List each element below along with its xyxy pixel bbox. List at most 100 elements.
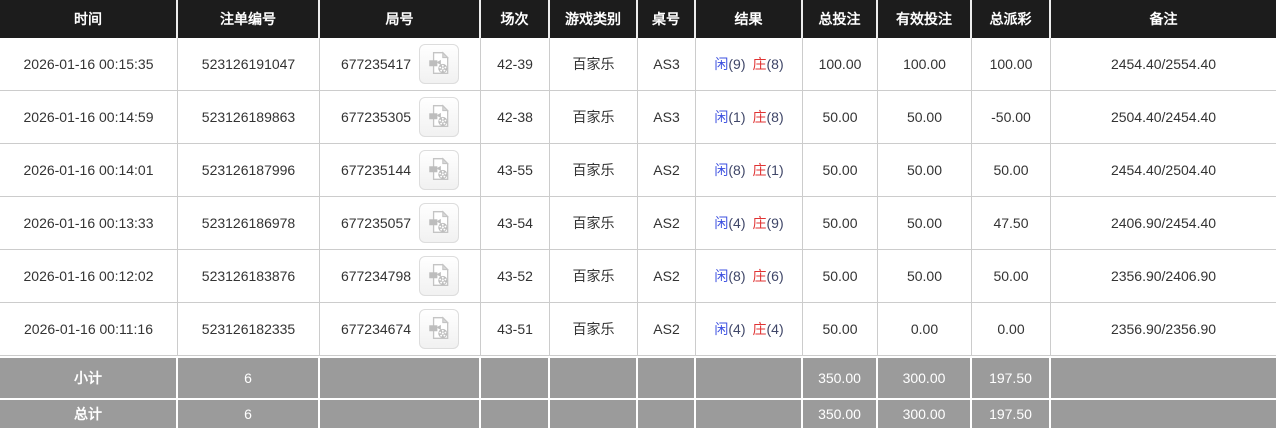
cell-round-no: 677235417 <box>320 38 481 91</box>
cell-bet-id: 523126191047 <box>178 38 320 91</box>
cell-time: 2026-01-16 00:14:59 <box>0 91 178 144</box>
subtotal-empty-round <box>320 358 481 398</box>
cell-total-bet: 50.00 <box>803 250 878 303</box>
video-file-icon <box>426 262 452 291</box>
header-bet-id: 注单编号 <box>178 0 320 38</box>
result-banker-label: 庄 <box>752 109 767 125</box>
cell-total-payout: 50.00 <box>972 250 1051 303</box>
table-row: 2026-01-16 00:14:59 523126189863 6772353… <box>0 91 1276 144</box>
result-banker-score: (8) <box>766 56 784 72</box>
grand-total-count: 6 <box>178 400 320 428</box>
cell-table-no: AS2 <box>638 144 696 197</box>
cell-valid-bet: 50.00 <box>878 144 972 197</box>
round-number: 677234798 <box>340 268 412 284</box>
result-banker-label: 庄 <box>752 162 767 178</box>
cell-game-type: 百家乐 <box>550 91 638 144</box>
cell-bet-id: 523126187996 <box>178 144 320 197</box>
cell-game-type: 百家乐 <box>550 250 638 303</box>
result-banker-score: (1) <box>766 162 784 178</box>
header-session: 场次 <box>481 0 550 38</box>
cell-table-no: AS3 <box>638 38 696 91</box>
cell-session: 43-51 <box>481 303 550 356</box>
table-row: 2026-01-16 00:13:33 523126186978 6772350… <box>0 197 1276 250</box>
cell-table-no: AS2 <box>638 197 696 250</box>
cell-round-no: 677234798 <box>320 250 481 303</box>
round-number: 677235144 <box>340 162 412 178</box>
cell-result: 闲 (4) 庄 (4) <box>696 303 803 356</box>
round-number: 677235305 <box>340 109 412 125</box>
cell-round-no: 677235057 <box>320 197 481 250</box>
result-banker-label: 庄 <box>752 321 767 337</box>
result-player-score: (9) <box>728 56 746 72</box>
cell-bet-id: 523126183876 <box>178 250 320 303</box>
result-player-score: (4) <box>728 321 746 337</box>
subtotal-total-payout: 197.50 <box>972 358 1051 398</box>
cell-game-type: 百家乐 <box>550 144 638 197</box>
result-player-label: 闲 <box>714 162 729 178</box>
result-banker-score: (8) <box>766 109 784 125</box>
cell-game-type: 百家乐 <box>550 303 638 356</box>
round-number: 677235417 <box>340 56 412 72</box>
round-number: 677234674 <box>340 321 412 337</box>
grand-total-total-payout: 197.50 <box>972 400 1051 428</box>
subtotal-empty-game-type <box>550 358 638 398</box>
result-banker-label: 庄 <box>752 215 767 231</box>
cell-valid-bet: 50.00 <box>878 250 972 303</box>
video-replay-button[interactable] <box>419 44 460 84</box>
subtotal-total-bet: 350.00 <box>803 358 878 398</box>
result-banker-score: (9) <box>766 215 784 231</box>
result-banker-label: 庄 <box>752 268 767 284</box>
cell-valid-bet: 50.00 <box>878 91 972 144</box>
table-row: 2026-01-16 00:14:01 523126187996 6772351… <box>0 144 1276 197</box>
video-replay-button[interactable] <box>419 97 460 137</box>
header-remark: 备注 <box>1149 11 1178 27</box>
result-player-label: 闲 <box>714 56 729 72</box>
result-player-score: (4) <box>728 215 746 231</box>
video-replay-button[interactable] <box>419 309 460 349</box>
cell-total-payout: 50.00 <box>972 144 1051 197</box>
grand-total-empty-table-no <box>638 400 696 428</box>
subtotal-valid-bet: 300.00 <box>878 358 972 398</box>
cell-total-bet: 50.00 <box>803 144 878 197</box>
result-player-score: (8) <box>728 268 746 284</box>
cell-time: 2026-01-16 00:12:02 <box>0 250 178 303</box>
cell-game-type: 百家乐 <box>550 197 638 250</box>
subtotal-row: 小计 6 350.00 300.00 197.50 <box>0 356 1276 398</box>
grand-total-empty-result <box>696 400 803 428</box>
cell-session: 43-54 <box>481 197 550 250</box>
result-banker-score: (4) <box>766 321 784 337</box>
cell-total-bet: 50.00 <box>803 197 878 250</box>
cell-total-bet: 100.00 <box>803 38 878 91</box>
video-file-icon <box>426 50 452 79</box>
result-player-label: 闲 <box>714 215 729 231</box>
table-row: 2026-01-16 00:15:35 523126191047 6772354… <box>0 38 1276 91</box>
cell-valid-bet: 50.00 <box>878 197 972 250</box>
subtotal-empty-session <box>481 358 550 398</box>
result-banker-score: (6) <box>766 268 784 284</box>
video-file-icon <box>426 315 452 344</box>
cell-total-bet: 50.00 <box>803 303 878 356</box>
subtotal-label: 小计 <box>0 358 178 398</box>
result-player-label: 闲 <box>714 268 729 284</box>
cell-round-no: 677235144 <box>320 144 481 197</box>
cell-game-type: 百家乐 <box>550 38 638 91</box>
video-replay-button[interactable] <box>419 150 460 190</box>
subtotal-count: 6 <box>178 358 320 398</box>
subtotal-empty-result <box>696 358 803 398</box>
cell-total-payout: 100.00 <box>972 38 1051 91</box>
result-player-label: 闲 <box>714 321 729 337</box>
cell-session: 43-55 <box>481 144 550 197</box>
cell-total-payout: -50.00 <box>972 91 1051 144</box>
cell-valid-bet: 100.00 <box>878 38 972 91</box>
cell-bet-id: 523126182335 <box>178 303 320 356</box>
grand-total-empty-game-type <box>550 400 638 428</box>
video-replay-button[interactable] <box>419 256 460 296</box>
grand-total-empty-session <box>481 400 550 428</box>
cell-remark: 2504.40/2454.40 <box>1051 91 1276 144</box>
subtotal-empty-table-no <box>638 358 696 398</box>
cell-session: 43-52 <box>481 250 550 303</box>
cell-valid-bet: 0.00 <box>878 303 972 356</box>
cell-total-payout: 47.50 <box>972 197 1051 250</box>
video-replay-button[interactable] <box>419 203 460 243</box>
